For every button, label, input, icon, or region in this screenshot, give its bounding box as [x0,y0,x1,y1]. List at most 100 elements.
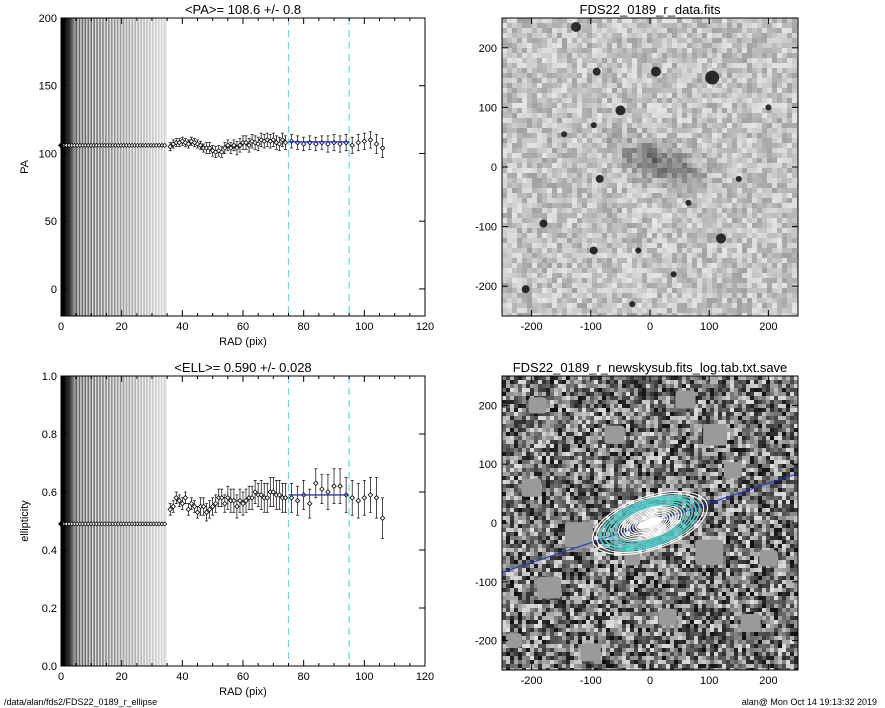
pixel [697,63,702,68]
pixel [747,128,752,133]
pixel [667,203,672,208]
pixel [732,188,737,193]
pixel [572,228,577,233]
pixel [627,178,632,183]
pixel [782,218,787,223]
pixel [787,163,792,168]
pixel [672,138,677,143]
pixel [577,128,582,133]
pixel [747,193,752,198]
pixel [662,118,667,123]
pixel [742,218,747,223]
pixel [697,133,702,138]
pixel [517,243,522,248]
pixel [572,113,577,118]
pixel [672,18,677,23]
data-point [288,495,295,501]
pixel [542,103,547,108]
pixel [702,293,707,298]
pixel [602,43,607,48]
pixel [747,203,752,208]
pixel [757,108,762,113]
pixel [514,384,518,388]
pixel [592,38,597,43]
pixel [627,78,632,83]
pixel [517,253,522,258]
pixel [767,283,772,288]
pixel [737,158,742,163]
pixel [602,203,607,208]
pixel [577,308,582,313]
pixel [647,128,652,133]
pixel [734,388,738,392]
pixel [632,38,637,43]
pixel [722,103,727,108]
pixel [787,193,792,198]
pixel [654,396,658,400]
pixel [657,213,662,218]
pixel [777,158,782,163]
pixel [547,198,552,203]
pixel [692,178,697,183]
pixel [687,163,692,168]
pixel [612,128,617,133]
pixel [542,153,547,158]
pixel [707,303,712,308]
pixel [587,273,592,278]
pixel [562,98,567,103]
pixel [507,88,512,93]
pixel [727,213,732,218]
pixel [718,392,722,396]
pixel [717,263,722,268]
pixel [637,243,642,248]
pixel [646,384,650,388]
pixel [690,384,694,388]
pixel [782,133,787,138]
pixel [657,243,662,248]
pixel [762,178,767,183]
pixel [672,208,677,213]
pixel [512,48,517,53]
pixel [522,38,527,43]
pixel [572,278,577,283]
pixel [732,28,737,33]
pixel [502,253,507,258]
pixel [697,83,702,88]
pixel [637,43,642,48]
pixel [627,128,632,133]
pixel [642,258,647,263]
pixel [562,88,567,93]
pixel [542,203,547,208]
pixel [598,392,602,396]
pixel [727,208,732,213]
pixel [627,248,632,253]
pixel [622,88,627,93]
pixel [522,203,527,208]
pixel [562,384,566,388]
pixel [622,133,627,138]
pixel [662,308,667,313]
y-tick-label: 0.6 [42,487,57,499]
pixel [606,384,610,388]
pixel [582,93,587,98]
pixel [672,223,677,228]
pixel [777,103,782,108]
pixel [657,168,662,173]
pixel [632,293,637,298]
pixel [722,384,726,388]
pixel [652,243,657,248]
pixel [582,118,587,123]
pixel [747,43,752,48]
pixel [658,384,662,388]
pixel [602,38,607,43]
pixel [542,258,547,263]
data-points [167,468,386,539]
pixel [727,58,732,63]
pixel [757,18,762,23]
pixel [706,384,710,388]
pixel [517,28,522,33]
pixel [552,133,557,138]
pixel [607,293,612,298]
pixel [682,233,687,238]
pixel [577,43,582,48]
